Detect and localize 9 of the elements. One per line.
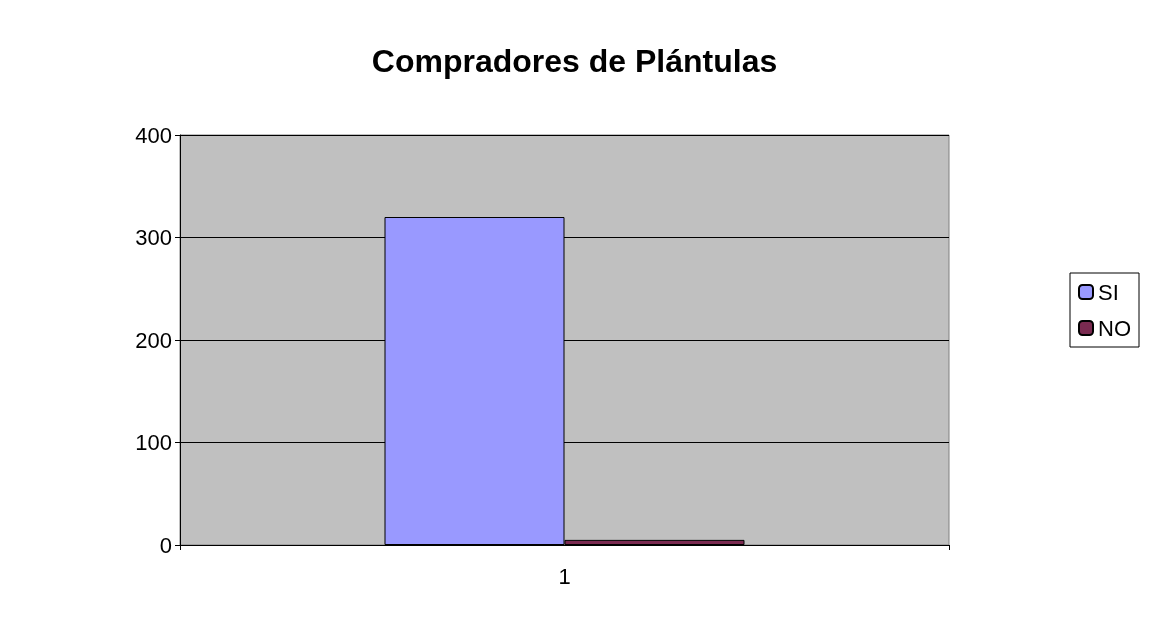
x-tick-label: 1 xyxy=(558,563,571,589)
legend-label: NO xyxy=(1098,315,1131,341)
y-tick-label: 400 xyxy=(135,122,172,148)
y-tick-label: 300 xyxy=(135,225,172,250)
y-tick-label: 200 xyxy=(135,327,172,353)
y-tick-label: 0 xyxy=(159,532,172,558)
chart-title: Compradores de Plántulas xyxy=(371,43,778,79)
y-tick-label: 100 xyxy=(135,430,172,455)
legend-label: SI xyxy=(1098,279,1119,305)
